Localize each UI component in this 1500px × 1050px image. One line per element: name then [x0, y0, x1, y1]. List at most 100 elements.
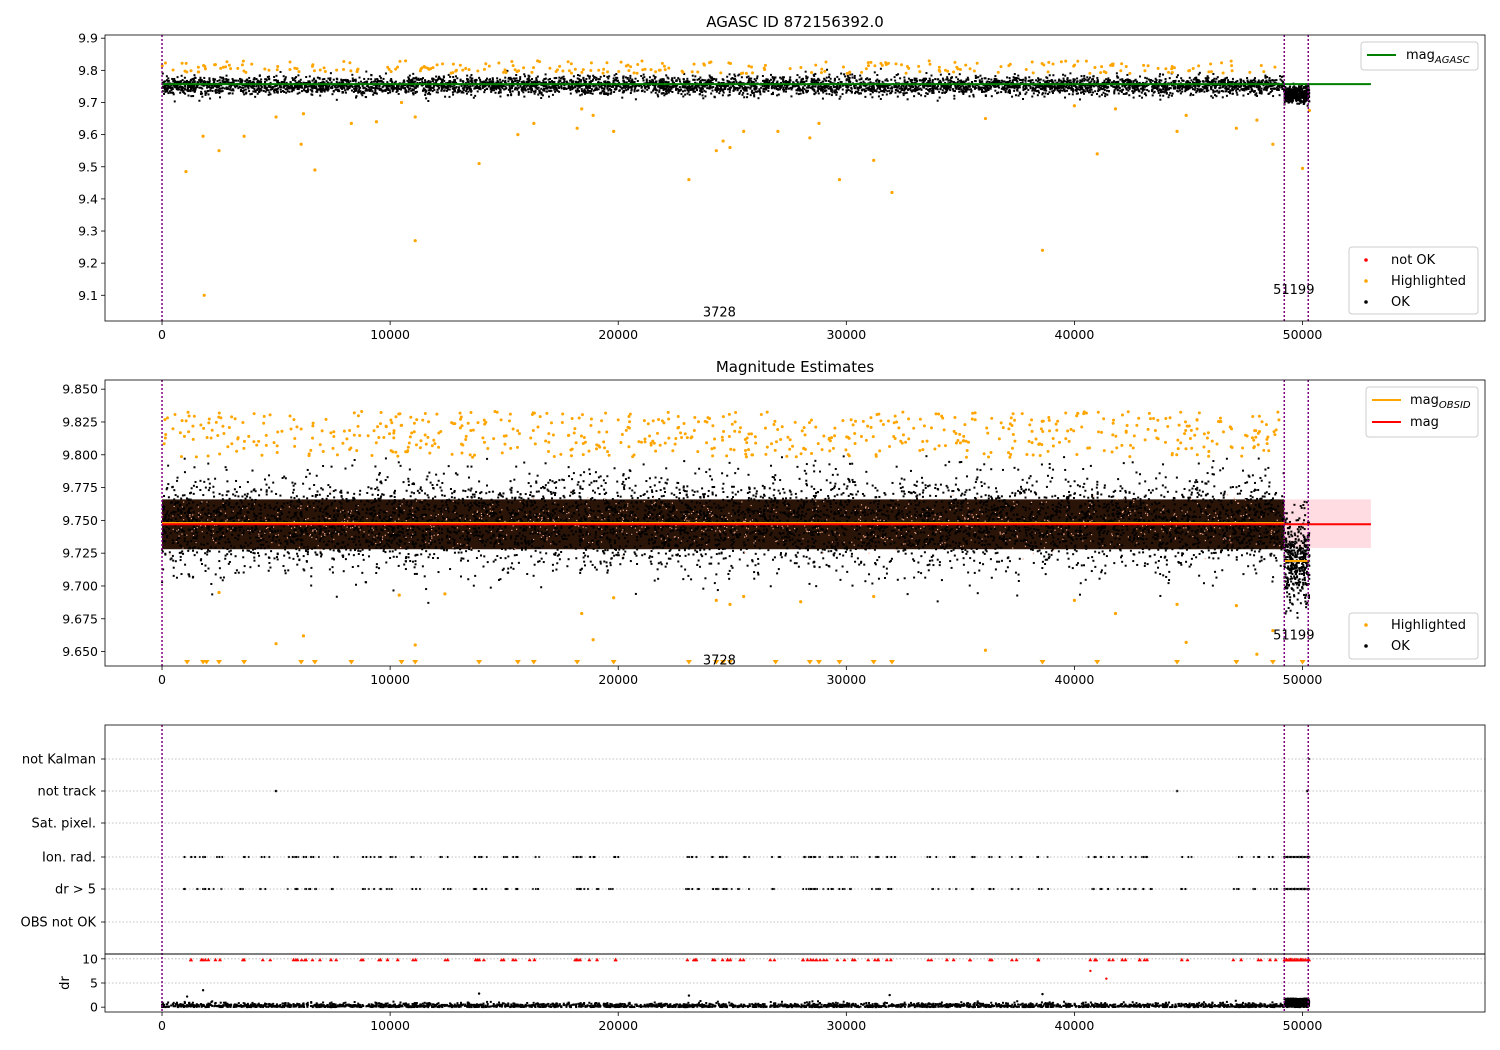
ok-point — [640, 85, 643, 88]
ok-point — [1073, 79, 1076, 82]
ok-point — [904, 81, 907, 84]
ok-point — [828, 73, 831, 76]
ok-point — [765, 84, 768, 87]
ok-point — [952, 80, 955, 83]
ok-point — [932, 89, 935, 92]
ok-point — [1057, 85, 1060, 88]
ok-point — [186, 79, 189, 82]
ok-point — [841, 93, 844, 96]
ok-point — [532, 90, 535, 93]
ok-point — [995, 85, 998, 88]
ok-point — [245, 91, 248, 94]
ok-point — [384, 89, 387, 92]
ok-point — [377, 87, 380, 90]
ok-point — [1128, 87, 1131, 90]
ok-point — [1123, 85, 1126, 88]
ok-point — [960, 81, 963, 84]
ok-point — [284, 76, 287, 79]
ok-point — [1068, 93, 1071, 96]
ok-point — [390, 78, 393, 81]
ok-point — [1203, 90, 1206, 93]
ok-point — [1014, 94, 1017, 97]
ok-point — [1032, 86, 1035, 89]
ok-point — [789, 86, 792, 89]
ok-point — [1133, 84, 1136, 87]
ok-point — [715, 78, 718, 81]
ok-point — [435, 79, 438, 82]
ok-point — [497, 84, 500, 87]
ok-point — [737, 84, 740, 87]
ok-point — [665, 84, 668, 87]
ok-point — [782, 76, 785, 79]
ok-point — [957, 78, 960, 81]
ok-point — [498, 90, 501, 93]
ok-point — [424, 82, 427, 85]
ok-point — [939, 87, 942, 90]
ok-point — [494, 91, 497, 94]
ok-point — [425, 85, 428, 88]
ok-point — [492, 84, 495, 87]
ok-point — [1274, 87, 1277, 90]
ok-point — [633, 90, 636, 93]
ok-point — [475, 86, 478, 89]
ok-point — [553, 77, 556, 80]
ok-point — [924, 77, 927, 80]
ok-point — [1278, 86, 1281, 89]
ok-point — [1083, 74, 1086, 77]
ok-point — [920, 79, 923, 82]
ok-point — [1100, 87, 1103, 90]
ok-point — [318, 85, 321, 88]
ok-point — [613, 79, 616, 82]
ok-point — [928, 77, 931, 80]
ok-point — [400, 86, 403, 89]
ok-point — [1125, 87, 1128, 90]
ok-point — [298, 86, 301, 89]
ok-point — [609, 85, 612, 88]
ok-point — [782, 80, 785, 83]
ok-point — [1152, 91, 1155, 94]
ok-point — [599, 75, 602, 78]
ok-point — [850, 87, 853, 90]
ok-point — [517, 92, 520, 95]
ok-point — [682, 78, 685, 81]
ok-point — [555, 76, 558, 79]
ok-point — [765, 88, 768, 91]
ok-point — [903, 87, 906, 90]
ok-point — [1093, 80, 1096, 83]
ok-point — [1280, 86, 1283, 89]
ok-point — [1266, 76, 1269, 79]
ok-point — [1181, 90, 1184, 93]
ok-point — [805, 75, 808, 78]
ok-point — [869, 93, 872, 96]
ok-point — [709, 76, 712, 79]
ok-point — [988, 80, 991, 83]
ok-point — [527, 81, 530, 84]
ok-point — [1205, 79, 1208, 82]
ok-point — [457, 88, 460, 91]
ok-point — [1272, 95, 1275, 98]
ok-point — [1063, 80, 1066, 83]
ok-point — [868, 87, 871, 90]
ok-point — [897, 90, 900, 93]
ok-point — [1212, 91, 1215, 94]
ok-point — [515, 77, 518, 80]
ok-point — [667, 87, 670, 90]
ok-point — [701, 85, 704, 88]
ok-point — [707, 79, 710, 82]
ok-point — [1124, 80, 1127, 83]
ok-point — [624, 76, 627, 79]
ok-point — [537, 93, 540, 96]
ok-point — [1057, 90, 1060, 93]
ok-point — [923, 79, 926, 82]
ok-point — [359, 90, 362, 93]
ok-point — [900, 87, 903, 90]
ok-point — [233, 85, 236, 88]
ok-point — [496, 86, 499, 89]
ok-point — [811, 85, 814, 88]
ok-point — [771, 84, 774, 87]
ok-point — [1106, 86, 1109, 89]
ok-point — [575, 80, 578, 83]
ok-point — [770, 73, 773, 76]
ok-point — [889, 91, 892, 94]
ok-point — [441, 84, 444, 87]
